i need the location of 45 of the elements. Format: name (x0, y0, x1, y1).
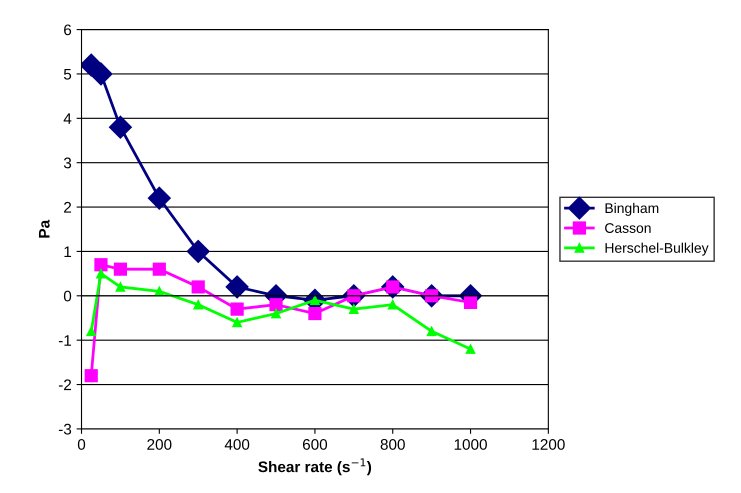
x-tick-label: 400 (224, 439, 250, 450)
point (232, 318, 242, 328)
point (348, 304, 359, 314)
point (148, 186, 171, 210)
legend-label: Herschel-Bulkley (606, 242, 709, 256)
point (388, 300, 398, 310)
point (193, 300, 204, 310)
legend-label: Bingham (606, 202, 658, 216)
point (464, 296, 478, 310)
point (84, 369, 98, 382)
y-tick-label: 0 (64, 290, 72, 302)
point (466, 344, 476, 354)
point (230, 302, 244, 316)
legend-label: Casson (605, 223, 651, 233)
point (269, 298, 283, 312)
x-tick-label: 1000 (454, 439, 487, 450)
point (271, 308, 281, 318)
point (426, 326, 436, 336)
y-tick-label: 5 (64, 68, 72, 80)
point (152, 262, 166, 276)
y-tick-label: -1 (58, 335, 72, 346)
point (186, 240, 210, 263)
x-tick-label: 200 (147, 439, 172, 450)
point (226, 275, 249, 298)
y-axis-title: Pa (38, 220, 50, 238)
y-tick-label: 4 (64, 113, 72, 124)
point (192, 280, 205, 294)
y-tick-label: 1 (64, 246, 72, 257)
y-tick-label: 2 (64, 202, 72, 213)
point (86, 326, 96, 336)
x-tick-label: 600 (302, 439, 328, 450)
x-axis-title: Shear rate (s$^{−1}$) (258, 458, 372, 476)
y-tick-label: -2 (58, 379, 72, 390)
point (94, 258, 108, 272)
x-tick-label: 800 (380, 439, 405, 450)
point (108, 116, 132, 139)
x-tick-label: 1200 (532, 439, 565, 450)
y-tick-label: 3 (64, 158, 72, 168)
point (308, 306, 322, 320)
x-tick-label: 0 (78, 439, 86, 450)
y-tick-label: 6 (64, 24, 72, 36)
point (116, 282, 126, 292)
point (96, 268, 106, 278)
point (114, 262, 128, 276)
y-tick-label: -3 (58, 424, 72, 435)
